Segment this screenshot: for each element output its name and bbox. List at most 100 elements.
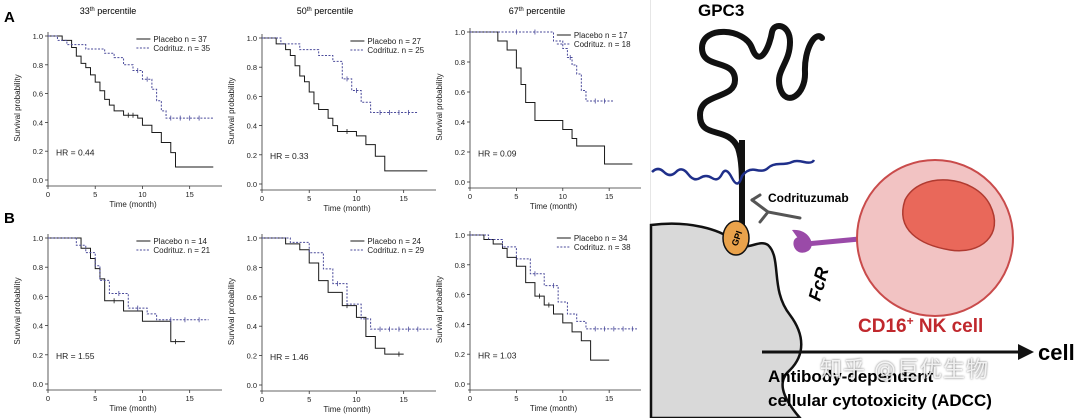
tumor-cell xyxy=(649,222,803,418)
watermark: 知乎 @巨优生物 xyxy=(820,358,989,383)
arrow-head xyxy=(1018,344,1034,360)
x-tick-label: 5 xyxy=(514,192,518,201)
x-tick-label: 15 xyxy=(399,395,407,404)
y-tick-label: 0.6 xyxy=(247,293,257,302)
x-tick-label: 10 xyxy=(138,394,146,403)
km-chart-5: 0.0 0.2 0.4 0.6 0.8 1.0 0 5 10 15 Time (month) Surv… xyxy=(227,234,436,414)
y-axis-label: Survival probability xyxy=(227,278,236,345)
x-tick-label: 15 xyxy=(605,394,613,403)
x-tick-label: 0 xyxy=(260,395,264,404)
fcr-label: FcR xyxy=(805,265,833,303)
legend-entry: Placebo n = 14 xyxy=(153,237,207,246)
y-tick-label: 0.2 xyxy=(247,352,257,361)
gpi-label: GPI xyxy=(730,229,745,247)
x-tick-label: 10 xyxy=(559,192,567,201)
km-charts: 0.0 0.2 0.4 0.6 0.8 1.0 0 5 10 15 Time (month) Surv… xyxy=(13,28,641,414)
fcr-receptor xyxy=(792,229,812,253)
km-chart-2: 0.0 0.2 0.4 0.6 0.8 1.0 0 5 10 15 Time (month) Surv… xyxy=(227,34,436,213)
nk-cell-label: CD16+ NK cell xyxy=(858,314,983,337)
y-tick-label: 0.0 xyxy=(33,380,43,389)
x-tick-label: 10 xyxy=(559,394,567,403)
codrituzumab-label: Codrituzumab xyxy=(768,191,849,205)
y-tick-label: 0.2 xyxy=(455,148,465,157)
km-curve-codrituz xyxy=(262,237,432,330)
km-curve-codrituz xyxy=(48,35,214,119)
heparan-chain xyxy=(651,159,816,185)
y-tick-label: 0.2 xyxy=(33,351,43,360)
y-tick-label: 0.4 xyxy=(247,322,257,331)
y-tick-label: 1.0 xyxy=(247,34,257,43)
x-axis-label: Time (month) xyxy=(530,404,578,413)
x-tick-label: 15 xyxy=(399,194,407,203)
y-axis-label: Survival probability xyxy=(435,276,444,343)
col-title-67: 67th percentile xyxy=(509,6,566,16)
hazard-ratio: HR = 1.55 xyxy=(56,351,95,361)
x-tick-label: 5 xyxy=(514,394,518,403)
legend-entry: Placebo n = 17 xyxy=(574,31,628,40)
km-curve-placebo xyxy=(262,237,404,355)
legend-entry: Placebo n = 27 xyxy=(367,37,421,46)
y-tick-label: 0.2 xyxy=(247,151,257,160)
x-tick-label: 5 xyxy=(93,394,97,403)
col-title-50: 50th percentile xyxy=(297,6,354,16)
x-tick-label: 0 xyxy=(46,190,50,199)
y-tick-label: 1.0 xyxy=(33,234,43,243)
hazard-ratio: HR = 0.44 xyxy=(56,148,95,158)
y-tick-label: 0.8 xyxy=(33,61,43,70)
y-tick-label: 1.0 xyxy=(455,28,465,37)
y-tick-label: 0.0 xyxy=(247,381,257,390)
y-axis-label: Survival probability xyxy=(227,77,236,144)
x-tick-label: 0 xyxy=(468,394,472,403)
adcc-line2: cellular cytotoxicity (ADCC) xyxy=(768,391,992,410)
y-tick-label: 0.6 xyxy=(455,291,465,300)
y-tick-label: 0.8 xyxy=(455,58,465,67)
x-tick-label: 5 xyxy=(93,190,97,199)
x-axis-label: Time (month) xyxy=(109,200,157,209)
hazard-ratio: HR = 0.33 xyxy=(270,151,309,161)
y-axis-label: Survival probability xyxy=(13,74,22,141)
km-chart-1: 0.0 0.2 0.4 0.6 0.8 1.0 0 5 10 15 Time (month) Surv… xyxy=(13,32,222,209)
gpc3-coil xyxy=(696,23,825,198)
y-tick-label: 0.8 xyxy=(247,63,257,72)
x-tick-label: 10 xyxy=(352,395,360,404)
km-curve-codrituz xyxy=(262,37,418,113)
y-tick-label: 0.4 xyxy=(33,118,43,127)
x-tick-label: 0 xyxy=(260,194,264,203)
legend-entry: Codrituz. n = 29 xyxy=(367,246,424,255)
x-axis-label: Time (month) xyxy=(530,202,578,211)
y-tick-label: 0.2 xyxy=(455,350,465,359)
y-tick-label: 0.6 xyxy=(455,88,465,97)
legend-entry: Codrituz. n = 35 xyxy=(153,44,210,53)
hazard-ratio: HR = 0.09 xyxy=(478,149,517,159)
km-chart-3: 0.0 0.2 0.4 0.6 0.8 1.0 0 5 10 15 Time (month) Surv… xyxy=(435,28,641,211)
x-tick-label: 10 xyxy=(352,194,360,203)
km-curve-placebo xyxy=(470,31,633,165)
y-tick-label: 0.0 xyxy=(455,178,465,187)
y-tick-label: 1.0 xyxy=(455,231,465,240)
x-axis-label: Time (month) xyxy=(109,404,157,413)
y-tick-label: 0.0 xyxy=(455,380,465,389)
x-tick-label: 15 xyxy=(185,190,193,199)
y-tick-label: 0.0 xyxy=(33,176,43,185)
x-tick-label: 15 xyxy=(185,394,193,403)
mechanism-diagram: GPC3 GPI Codrituzumab FcR CD16+ NK cell … xyxy=(649,0,1075,418)
y-axis-label: Survival probability xyxy=(13,277,22,344)
legend-entry: Codrituz. n = 18 xyxy=(574,40,631,49)
y-tick-label: 0.4 xyxy=(33,322,43,331)
x-axis-label: Time (month) xyxy=(323,204,371,213)
y-tick-label: 0.4 xyxy=(455,118,465,127)
x-tick-label: 5 xyxy=(307,395,311,404)
km-curve-codrituz xyxy=(470,31,614,102)
y-tick-label: 0.4 xyxy=(247,122,257,131)
legend-entry: Placebo n = 34 xyxy=(574,234,628,243)
km-curve-placebo xyxy=(470,234,610,361)
y-tick-label: 0.4 xyxy=(455,320,465,329)
nk-cell-nucleus xyxy=(902,179,996,252)
x-tick-label: 0 xyxy=(46,394,50,403)
panel-letter-a: A xyxy=(4,9,15,26)
adcc-line1: Antibody-dependent xyxy=(768,367,934,386)
legend-entry: Placebo n = 24 xyxy=(367,237,421,246)
col-title-33: 33th percentile xyxy=(80,6,137,16)
km-chart-4: 0.0 0.2 0.4 0.6 0.8 1.0 0 5 10 15 Time (month) Surv… xyxy=(13,234,222,413)
